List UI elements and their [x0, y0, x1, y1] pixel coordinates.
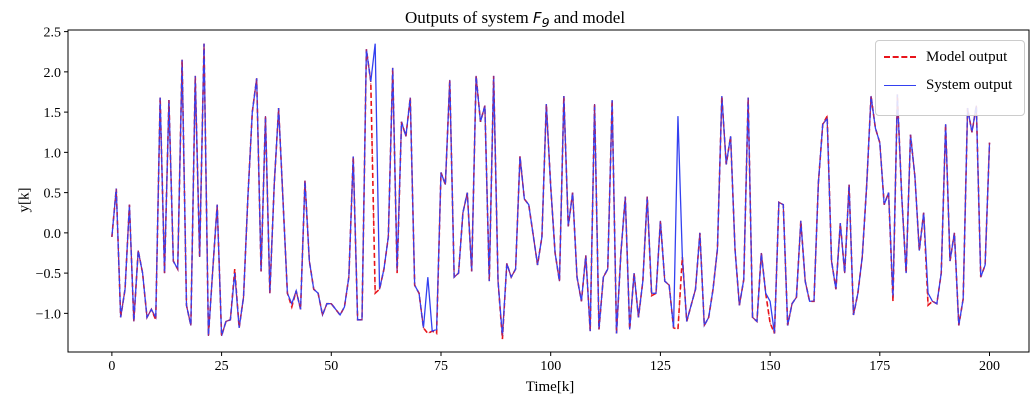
- plot-frame: [67, 29, 1030, 353]
- y-tick-label: 2.5: [44, 26, 62, 41]
- y-tick-label: 0.5: [44, 187, 62, 202]
- axis-ticks: 0 25 50 75 100 125 150 175 200 −1.0 −0.5 0.0 0.5 1.0 1…: [36, 26, 1000, 374]
- y-tick-label: −0.5: [36, 267, 61, 282]
- y-tick-label: 0.0: [44, 227, 62, 242]
- x-tick-label: 50: [324, 359, 338, 374]
- legend-item-model: Model output: [884, 47, 1007, 67]
- chart-title-prefix: Outputs of system: [404, 8, 533, 27]
- plot-area: [111, 43, 991, 340]
- x-tick-label: 25: [215, 359, 229, 374]
- legend: Model output System output: [875, 40, 1025, 116]
- y-tick-label: 1.5: [44, 106, 62, 121]
- chart-title-math-symbol: F: [532, 9, 542, 27]
- x-axis-label: Time[k]: [525, 379, 575, 395]
- x-tick-label: 150: [760, 359, 781, 374]
- legend-label-system: System output: [926, 76, 1013, 93]
- x-tick-label: 125: [650, 359, 671, 374]
- legend-item-system: System output: [884, 75, 1012, 95]
- series-line-system-output: [111, 43, 991, 337]
- x-tick-label: 175: [869, 359, 890, 374]
- y-tick-label: −1.0: [36, 307, 61, 322]
- chart-title-math-subscript: 9: [541, 15, 550, 30]
- x-tick-label: 200: [979, 359, 1000, 374]
- chart-title-suffix: and model: [549, 8, 626, 27]
- y-tick-label: 2.0: [44, 66, 62, 81]
- y-axis-label: y[k]: [16, 187, 33, 213]
- legend-label-model: Model output: [926, 48, 1008, 65]
- legend-swatch-system: [884, 84, 916, 86]
- x-tick-label: 100: [540, 359, 561, 374]
- x-tick-label: 75: [434, 359, 448, 374]
- chart-title-math: F9: [532, 9, 550, 30]
- chart-title: Outputs of system F9 and model: [0, 8, 1030, 30]
- legend-swatch-model: [884, 56, 916, 58]
- x-tick-label: 0: [108, 359, 115, 374]
- y-tick-label: 1.0: [44, 146, 62, 161]
